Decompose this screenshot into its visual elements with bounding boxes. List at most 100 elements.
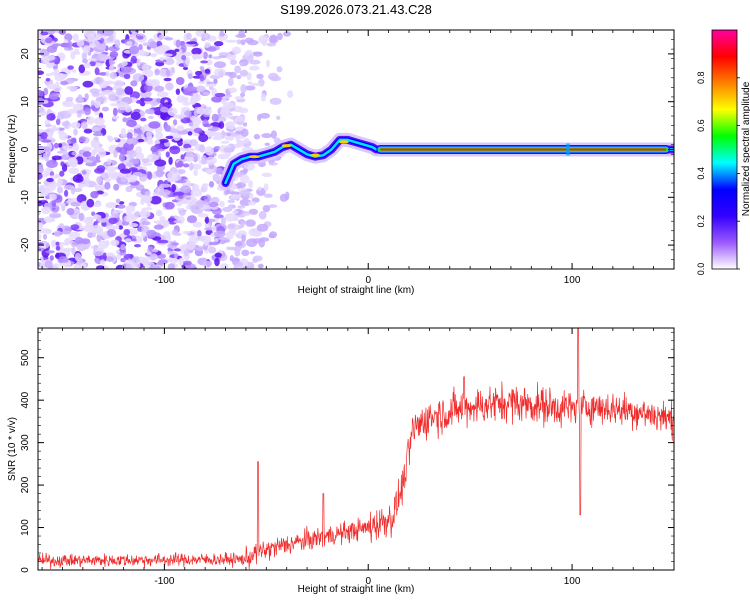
spectrogram-noise-blob [199,235,212,243]
spectrogram-noise-blob [83,128,93,134]
spectrogram-noise-blob [98,240,109,250]
spectrogram-noise-blob [226,230,234,240]
spectrogram-noise-blob [75,97,85,104]
spectrogram-noise-blob [145,131,153,137]
spectrogram-noise-blob [156,91,169,98]
spectrogram-noise-blob [239,61,245,66]
spectrogram-noise-blob [50,182,63,187]
spectrogram-ytick-label: 20 [20,48,31,60]
snr-panel: -100 0 100 0 100 200 300 400 500 Height of strai… [7,327,675,595]
spectrogram-noise-blob [49,175,59,180]
spectrogram-noise-blob [126,119,137,127]
spectrogram-noise-blob [174,114,187,118]
spectrogram-noise-blob [204,42,211,49]
spectrogram-noise-blob [67,108,77,114]
spectrogram-ylabel: Frequency (Hz) [7,115,18,184]
spectrogram-noise-blob [83,216,94,225]
spectrogram-noise-blob [113,137,118,141]
spectrogram-noise-blob [206,168,214,173]
spectrogram-noise-blob [50,127,60,131]
spectrogram-noise-blob [134,211,141,217]
spectrogram-noise-blob [57,150,63,154]
spectrogram-noise-blob [181,199,190,204]
spectrogram-noise-blob [92,250,104,257]
spectrogram-noise-blob [99,259,106,266]
spectrogram-noise-blob [182,96,189,103]
spectrogram-noise-blob [238,107,249,114]
spectrogram-noise-blob [134,261,141,269]
spectrogram-noise-blob [106,252,115,258]
spectrogram-noise-blob [198,80,206,85]
spectrogram-noise-blob [120,72,126,77]
spectrogram-noise-blob [235,241,243,247]
spectrogram-noise-blob [89,60,96,67]
spectrogram-noise-blob [267,72,279,81]
spectrogram-noise-blob [140,207,146,217]
spectrogram-noise-blob [229,194,241,200]
colorbar: 0.0 0.2 0.4 0.6 0.8 Normalized spectral ampl… [696,29,750,275]
spectrogram-noise-blob [167,178,179,182]
spectrogram-noise-blob [72,51,81,55]
spectrogram-noise-blob [45,123,52,128]
spectrogram-noise-blob [257,186,262,191]
spectrogram-noise-blob [64,39,68,43]
spectrogram-noise-blob [117,101,129,111]
spectrogram-noise-blob [195,70,203,76]
spectrogram-noise-blob [70,201,82,207]
colorbar-tick-label: 0.4 [696,167,706,180]
spectrogram-noise-blob [42,152,48,159]
spectrogram-ytick-label: -10 [20,190,31,205]
spectrogram-noise-blob [177,130,189,135]
spectrogram-noise-blob [109,71,118,80]
colorbar-label: Normalized spectral amplitude [741,81,750,216]
spectrogram-noise-blob [45,77,51,82]
spectrogram-noise-blob [103,178,112,182]
spectrogram-noise-blob [84,177,90,185]
spectrogram-noise-blob [138,44,143,51]
spectrogram-noise-blob [92,141,100,149]
spectrogram-noise-blob [53,68,60,74]
spectrogram-noise-blob [90,191,99,199]
spectrogram-noise-blob [110,239,120,247]
spectrogram-noise-blob [39,261,47,269]
spectrogram-noise-blob [110,103,119,107]
spectrogram-noise-blob [228,87,238,93]
spectrogram-noise-blob [199,144,206,153]
spectrogram-noise-blob [91,211,96,217]
spectrogram-noise-blob [123,73,131,80]
spectrogram-noise-blob [149,41,158,49]
spectrogram-noise-blob [46,113,56,121]
snr-ytick-label: 100 [20,519,31,536]
spectrogram-noise-blob [236,139,242,148]
spectrogram-noise-blob [134,244,141,248]
spectrogram-noise-blob [82,151,92,158]
spectrogram-noise-blob [145,69,154,78]
snr-xtick-label: -100 [154,576,174,587]
spectrogram-noise-blob [54,87,60,92]
spectrogram-noise-blob [112,107,118,117]
spectrogram-noise-blob [47,130,53,140]
spectrogram-noise-blob [60,161,65,167]
spectrogram-noise-blob [106,55,111,60]
spectrogram-noise-blob [38,228,50,234]
spectrogram-noise-blob [215,167,223,175]
spectrogram-noise-blob [146,229,157,239]
track-hotspot [281,144,292,148]
spectrogram-noise-blob [197,213,209,218]
spectrogram-noise-blob [212,136,224,141]
spectrogram-noise-blob [239,190,251,197]
spectrogram-noise-blob [128,45,140,55]
spectrogram-noise-blob [240,39,246,46]
spectrogram-noise-blob [211,126,219,132]
spectrogram-noise-blob [188,162,194,171]
snr-series-line [38,328,674,570]
spectrogram-noise-blob [113,80,124,88]
spectrogram-noise-blob [115,249,121,254]
spectrogram-noise-blob [46,83,58,90]
spectrogram-xtick-label: 100 [564,275,581,286]
spectrogram-noise-blob [220,140,230,144]
spectrogram-noise-blob [188,235,199,245]
spectrogram-noise-blob [106,37,114,42]
spectrogram-noise-blob [154,85,165,92]
spectrogram-noise-blob [268,162,278,166]
